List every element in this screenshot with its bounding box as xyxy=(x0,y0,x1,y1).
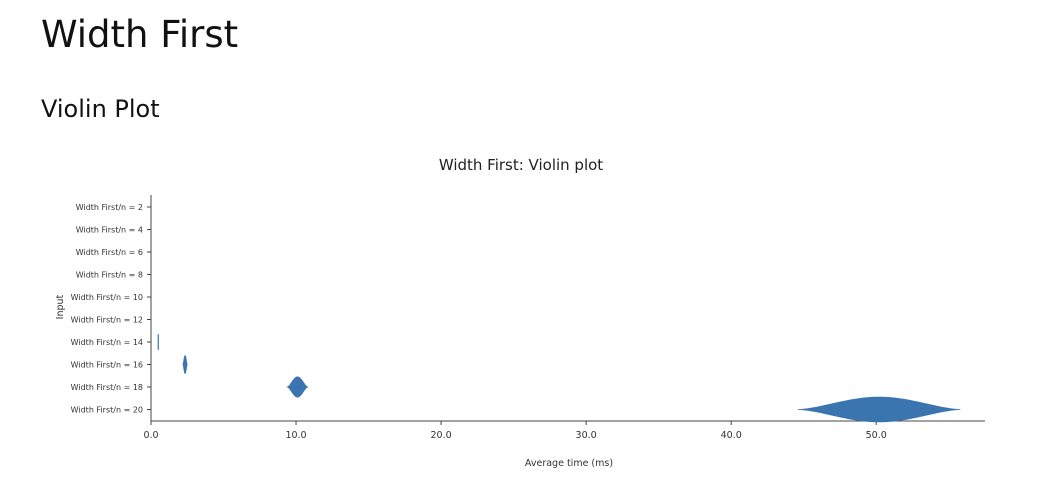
page-title: Width First xyxy=(41,13,239,56)
y-tick-label: Width First/n = 10 xyxy=(71,293,143,302)
x-tick-label: 40.0 xyxy=(721,430,742,441)
violin-shape xyxy=(285,376,310,398)
x-tick-label: 10.0 xyxy=(285,430,306,441)
y-tick-label: Width First/n = 6 xyxy=(76,248,143,257)
section-title: Violin Plot xyxy=(41,95,160,123)
plot-area: Width First/n = 2 Width First/n = 4 Width … xyxy=(71,195,985,441)
y-tick-label: Width First/n = 2 xyxy=(76,203,143,212)
y-tick-label: Width First/n = 18 xyxy=(71,383,143,392)
y-tick-label: Width First/n = 4 xyxy=(76,226,143,235)
chart-title: Width First: Violin plot xyxy=(439,156,603,174)
x-tick-label: 0.0 xyxy=(143,430,158,441)
x-axis-title: Average time (ms) xyxy=(525,458,613,469)
x-tick-label: 50.0 xyxy=(866,430,887,441)
y-tick-label: Width First/n = 20 xyxy=(71,406,143,415)
violin-shape xyxy=(797,396,961,423)
x-tick-label: 30.0 xyxy=(576,430,597,441)
y-axis-title: Input xyxy=(55,294,66,319)
violin-shape xyxy=(182,355,188,374)
y-tick-label: Width First/n = 12 xyxy=(71,316,143,325)
x-tick-label: 20.0 xyxy=(431,430,452,441)
y-tick-label: Width First/n = 16 xyxy=(71,361,143,370)
y-tick-label: Width First/n = 8 xyxy=(76,271,143,280)
y-tick-label: Width First/n = 14 xyxy=(71,338,143,347)
